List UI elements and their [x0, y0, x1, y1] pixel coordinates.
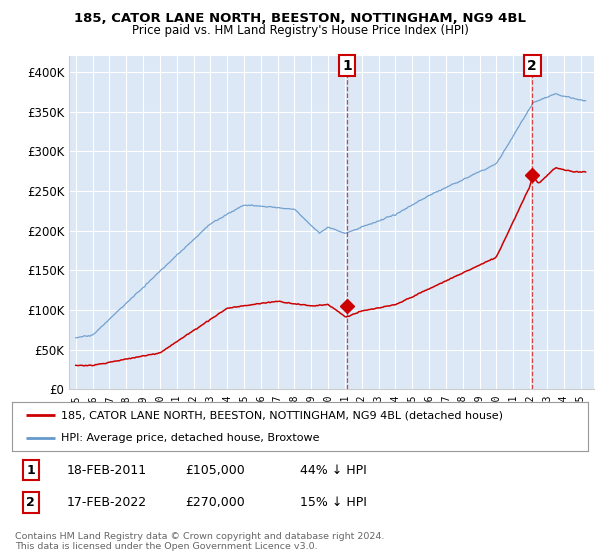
Text: £270,000: £270,000: [185, 496, 245, 509]
Text: 1: 1: [26, 464, 35, 477]
Text: 44% ↓ HPI: 44% ↓ HPI: [300, 464, 367, 477]
Text: 2: 2: [26, 496, 35, 509]
Text: £105,000: £105,000: [185, 464, 245, 477]
Text: 18-FEB-2011: 18-FEB-2011: [67, 464, 147, 477]
Text: 17-FEB-2022: 17-FEB-2022: [67, 496, 147, 509]
Text: 1: 1: [342, 59, 352, 73]
Text: Price paid vs. HM Land Registry's House Price Index (HPI): Price paid vs. HM Land Registry's House …: [131, 24, 469, 36]
Text: 2: 2: [527, 59, 537, 73]
Text: 185, CATOR LANE NORTH, BEESTON, NOTTINGHAM, NG9 4BL: 185, CATOR LANE NORTH, BEESTON, NOTTINGH…: [74, 12, 526, 25]
Text: 15% ↓ HPI: 15% ↓ HPI: [300, 496, 367, 509]
Text: HPI: Average price, detached house, Broxtowe: HPI: Average price, detached house, Brox…: [61, 433, 319, 443]
Text: Contains HM Land Registry data © Crown copyright and database right 2024.
This d: Contains HM Land Registry data © Crown c…: [15, 532, 385, 552]
Text: 185, CATOR LANE NORTH, BEESTON, NOTTINGHAM, NG9 4BL (detached house): 185, CATOR LANE NORTH, BEESTON, NOTTINGH…: [61, 410, 503, 421]
